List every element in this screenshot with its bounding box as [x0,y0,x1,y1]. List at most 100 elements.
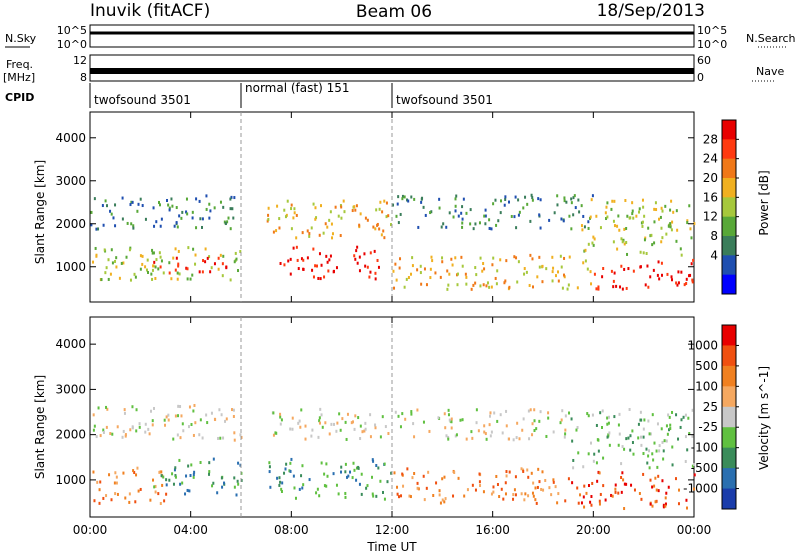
data-cell [677,281,680,285]
data-cell [354,208,357,212]
data-cell [604,498,607,502]
data-cell [454,256,457,260]
data-cell [150,272,153,276]
data-cell [613,415,616,419]
data-cell [208,461,211,465]
data-cell [646,461,649,465]
data-cell [195,197,198,201]
data-cell [363,429,366,433]
data-cell [146,270,149,274]
data-cell [191,216,194,220]
data-cell [659,215,662,219]
data-cell [401,197,404,201]
data-cell [661,236,664,240]
data-cell [504,195,507,199]
data-cell [353,254,356,258]
data-cell [445,434,448,438]
data-cell [109,432,112,436]
data-cell [116,492,119,496]
data-cell [107,258,110,262]
data-cell [625,437,628,441]
data-cell [403,195,406,199]
data-cell [374,426,377,430]
data-cell [489,411,492,415]
data-cell [316,487,319,491]
data-cell [194,262,197,266]
data-cell [369,270,372,274]
data-cell [327,269,330,273]
data-cell [304,437,307,441]
data-cell [325,462,328,466]
data-cell [222,205,225,209]
data-cell [452,215,455,219]
data-cell [475,408,478,412]
data-cell [299,425,302,429]
data-cell [657,260,660,264]
data-cell [647,285,650,289]
data-cell [438,493,441,497]
data-cell [517,260,520,264]
data-cell [221,262,224,266]
data-cell [171,472,174,476]
data-cell [199,418,202,422]
data-cell [315,216,318,220]
data-cell [312,247,315,251]
data-cell [474,266,477,270]
data-cell [145,268,148,272]
data-cell [240,435,243,439]
data-cell [294,496,297,500]
data-cell [627,267,630,271]
data-cell [677,437,680,441]
data-cell [439,501,442,505]
data-cell [298,419,301,423]
data-cell [693,487,696,491]
data-cell [529,219,532,223]
data-cell [201,270,204,274]
data-cell [301,231,304,235]
data-cell [95,435,98,439]
data-cell [597,449,600,453]
data-cell [284,467,287,471]
data-cell [653,220,656,224]
data-cell [675,209,678,213]
data-cell [330,422,333,426]
data-cell [660,226,663,230]
data-cell [102,496,105,500]
data-cell [469,222,472,226]
data-cell [693,222,696,226]
data-cell [184,492,187,496]
data-cell [268,461,271,465]
data-cell [495,223,498,227]
data-cell [177,262,180,266]
data-cell [409,495,412,499]
data-cell [234,251,237,255]
data-cell [191,273,194,277]
colorbar-frame [721,324,737,510]
data-cell [371,492,374,496]
data-cell [379,435,382,439]
data-cell [512,497,515,501]
data-cell [221,485,224,489]
data-cell [181,210,184,214]
data-cell [568,411,571,415]
data-cell [354,414,357,418]
data-cell [269,485,272,489]
data-cell [387,432,390,436]
data-cell [308,234,311,238]
data-cell [653,207,656,211]
data-cell [625,482,628,486]
y-tick-label: 1000 [55,260,86,274]
data-cell [613,224,616,228]
data-cell [670,275,673,279]
data-cell [478,221,481,225]
data-cell [337,492,340,496]
data-cell [531,433,534,437]
data-cell [505,409,508,413]
data-cell [493,411,496,415]
colorbar-segment [722,488,736,510]
data-cell [376,258,379,262]
data-cell [368,275,371,279]
data-cell [461,225,464,229]
data-cell [531,257,534,261]
data-cell [454,204,457,208]
